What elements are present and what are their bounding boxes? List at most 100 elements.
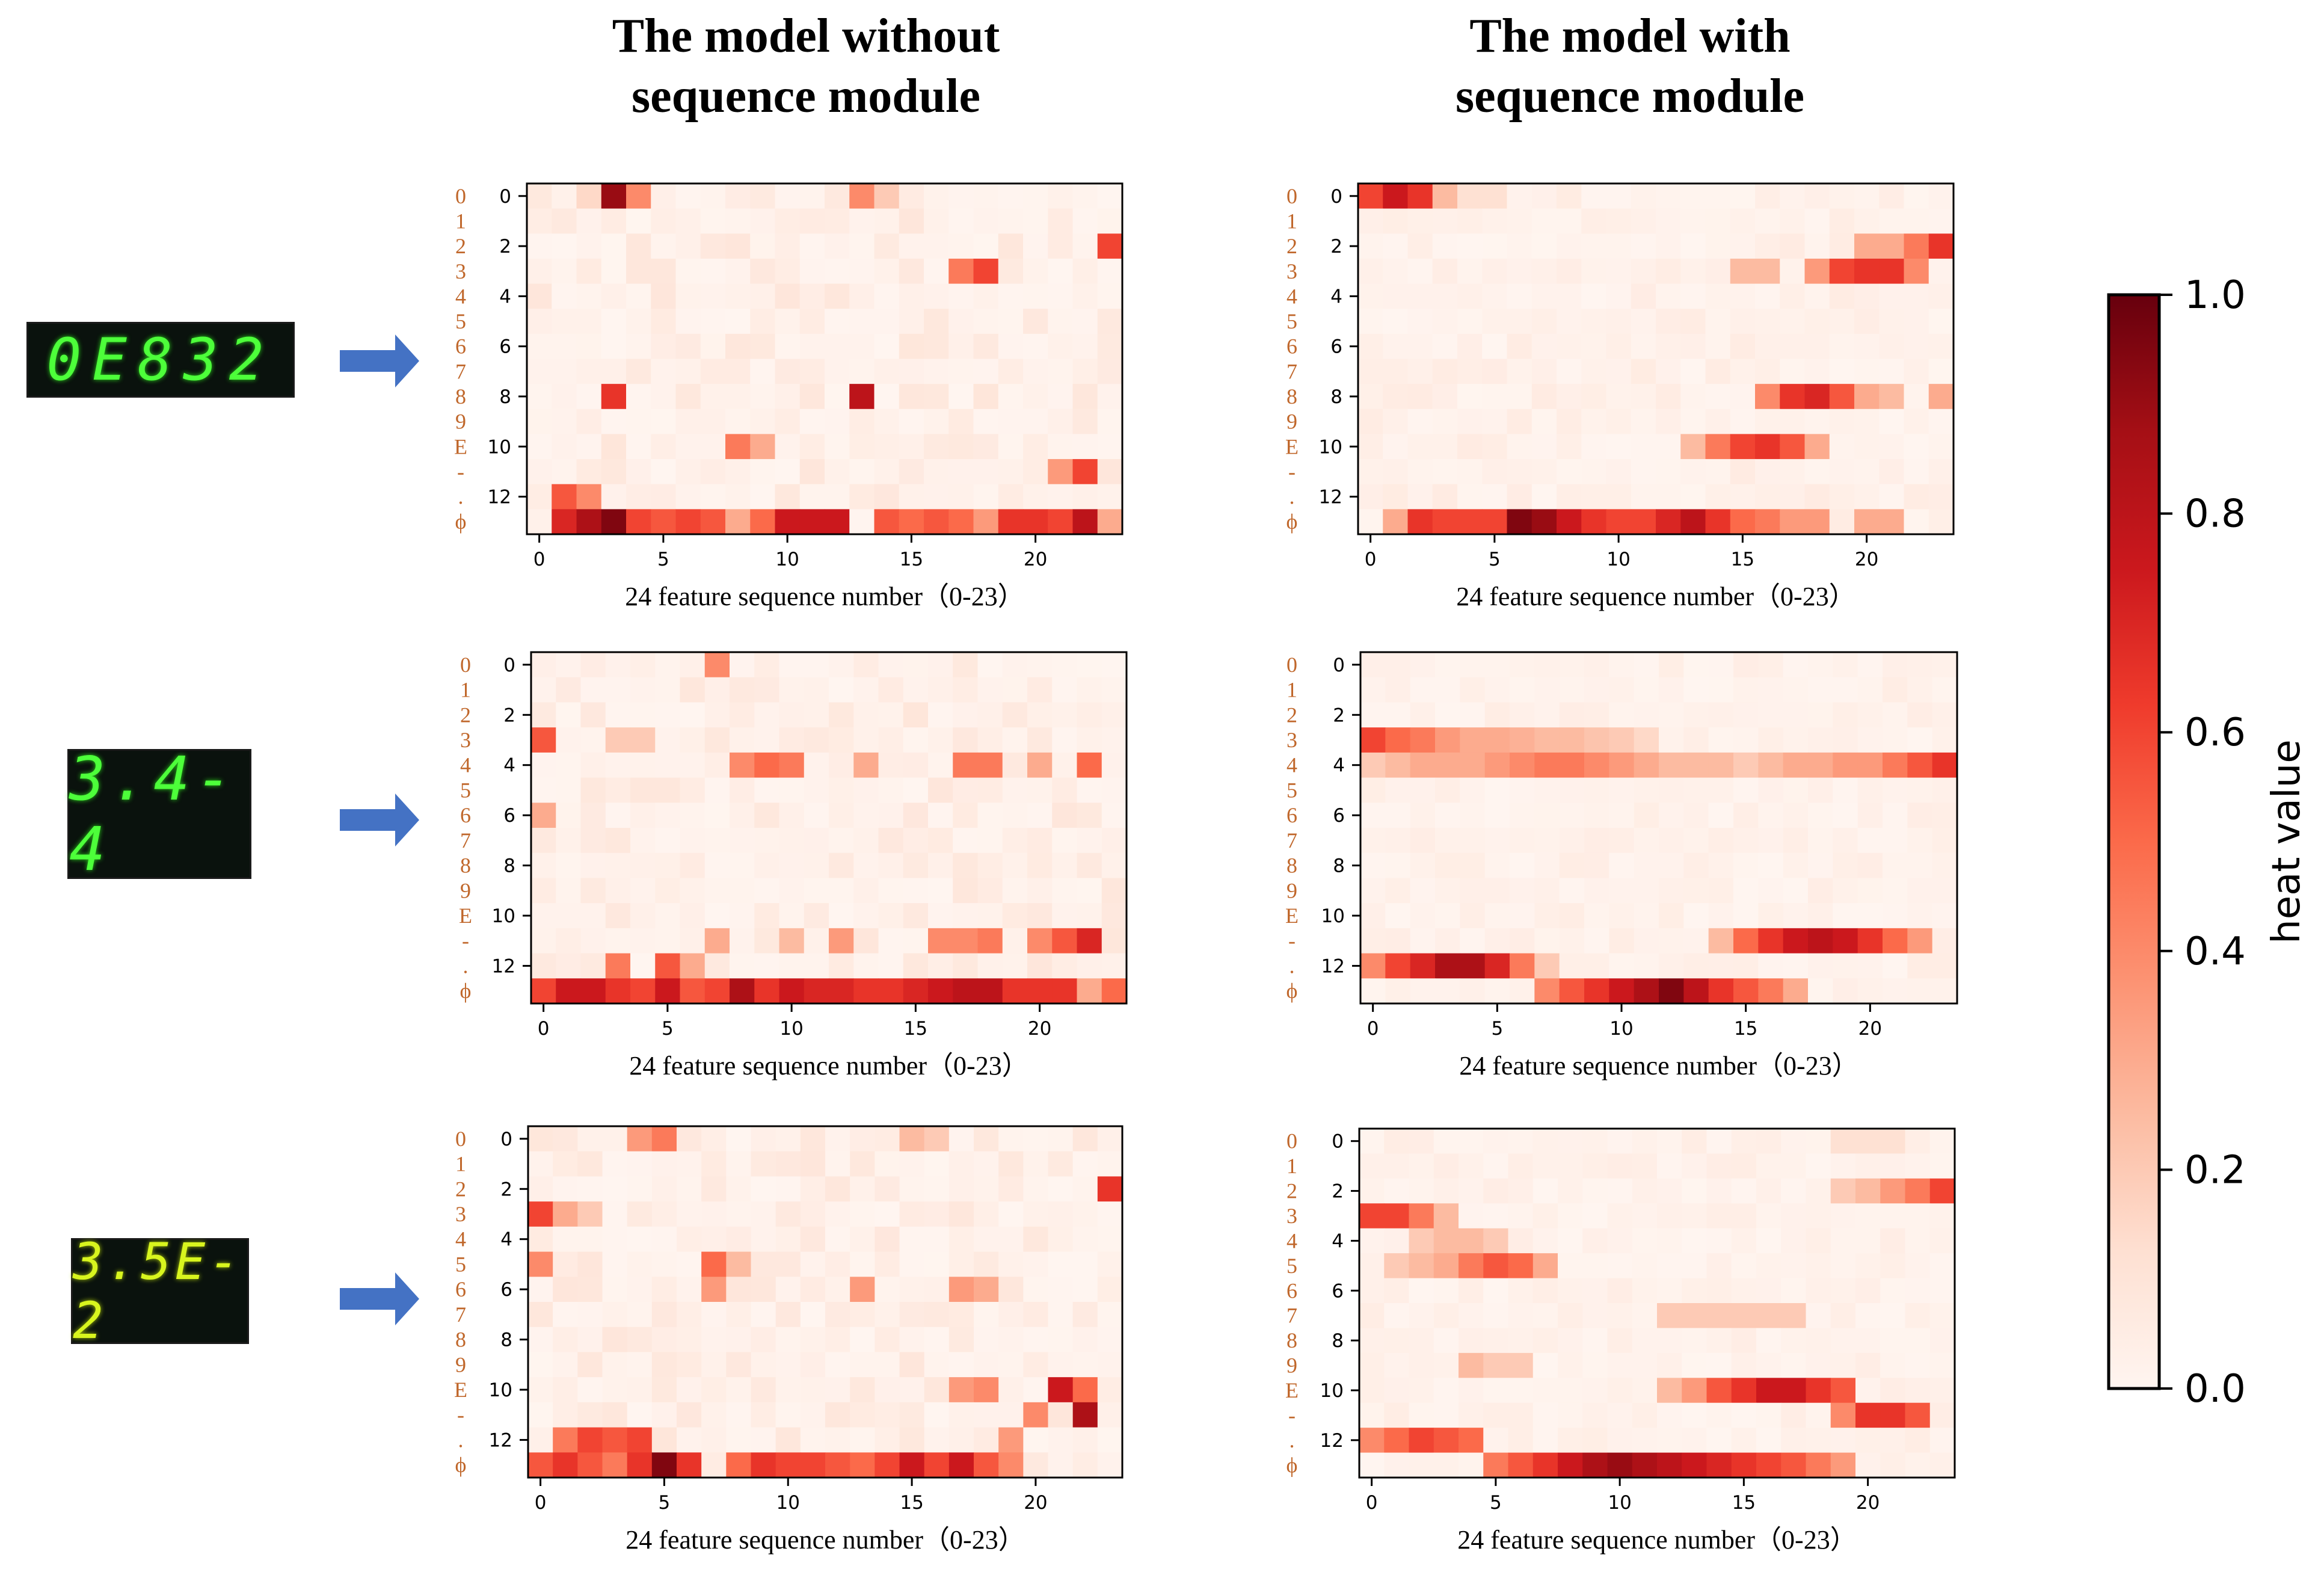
heatmap-cell	[1780, 258, 1806, 285]
heatmap-cell	[1559, 727, 1585, 753]
heatmap-cell	[1928, 258, 1954, 285]
heatmap-cell	[899, 233, 924, 259]
heatmap-cell	[1072, 359, 1098, 384]
heatmap-cell	[1534, 953, 1560, 979]
heatmap-cell	[655, 978, 681, 1004]
heatmap-cell	[948, 359, 974, 384]
heatmap-cell	[730, 702, 755, 728]
heatmap-cell	[580, 852, 606, 879]
heatmap-cell	[726, 1251, 752, 1277]
heatmap-cell	[825, 1327, 850, 1353]
heatmap-cell	[878, 752, 904, 778]
heatmap-cell	[552, 208, 577, 234]
heatmap-cell	[953, 727, 979, 753]
heatmap-cell	[875, 1126, 900, 1152]
heatmap-cell	[531, 953, 556, 979]
heatmap-cell	[580, 803, 606, 828]
heatmap-cell	[850, 1352, 875, 1378]
row-class-label: 3	[455, 259, 466, 283]
heatmap-cell	[1409, 1428, 1434, 1453]
heatmap-cell	[1072, 384, 1098, 410]
heatmap-cell	[580, 953, 606, 979]
heatmap-cell	[750, 333, 776, 360]
heatmap-cell	[1855, 1153, 1881, 1179]
heatmap-cell	[1780, 484, 1806, 510]
heatmap-cell	[630, 828, 656, 854]
heatmap-cell	[779, 852, 805, 879]
heatmap-cell	[1783, 777, 1809, 803]
heatmap-cell	[1659, 878, 1684, 904]
heatmap-cell	[701, 1452, 727, 1478]
heatmap-cell	[1002, 828, 1028, 854]
heatmap-cell	[577, 1251, 603, 1277]
heatmap-cell	[775, 509, 801, 535]
heatmap-cell	[1683, 978, 1709, 1004]
heatmap-cell	[1101, 803, 1127, 828]
heatmap-cell	[998, 1226, 1024, 1253]
heatmap-cell	[1829, 509, 1855, 535]
heatmap-cell	[1484, 677, 1510, 703]
heatmap-cell	[602, 1327, 628, 1353]
heatmap-cell	[1758, 953, 1784, 979]
heatmap-cell	[1023, 434, 1048, 460]
heatmap-cell	[553, 1201, 578, 1227]
heatmap-cell	[1484, 903, 1510, 929]
heatmap-cell	[700, 484, 726, 510]
heatmap-cell	[1384, 1253, 1410, 1279]
heatmap-cell	[1435, 878, 1460, 904]
heatmap-cell	[825, 333, 850, 360]
heatmap-cell	[1508, 1428, 1534, 1453]
heatmap-cell	[1631, 283, 1656, 309]
heatmap-cell	[553, 1176, 578, 1202]
heatmap-cell	[804, 702, 829, 728]
heatmap-cell	[1607, 1452, 1633, 1478]
heatmap-cell	[1706, 1378, 1732, 1404]
heatmap-cell	[1023, 283, 1048, 309]
row-class-label: 5	[460, 778, 471, 802]
heatmap-cell	[1857, 677, 1883, 703]
heatmap-cell	[1806, 1228, 1831, 1254]
heatmap-cell	[531, 978, 556, 1004]
heatmap-cell	[651, 1402, 677, 1428]
heatmap-cell	[1682, 1203, 1708, 1229]
heatmap-cell	[1730, 509, 1756, 535]
row-class-label: ϕ	[455, 1453, 467, 1477]
heatmap-cell	[799, 509, 825, 535]
heatmap-cell	[1756, 1452, 1781, 1478]
heatmap-cell	[602, 1251, 628, 1277]
heatmap-cell	[1683, 803, 1709, 828]
heatmap-cell	[1854, 183, 1880, 209]
heatmap-cell	[1432, 384, 1458, 410]
heatmap-cell	[1407, 208, 1433, 234]
heatmap-cell	[1384, 1228, 1410, 1254]
heatmap-cell	[1855, 1178, 1881, 1204]
row-class-label: .	[463, 954, 469, 978]
heatmap-cell	[853, 903, 879, 929]
heatmap-cell	[1557, 309, 1582, 334]
heatmap-cell	[1383, 434, 1409, 460]
heatmap-cell	[1510, 727, 1535, 753]
heatmap-cell	[1830, 1428, 1856, 1453]
heatmap-cell	[1781, 1278, 1807, 1304]
heatmap-cell	[998, 309, 1024, 334]
x-tick-label: 10	[775, 549, 799, 570]
heatmap-cell	[1002, 752, 1028, 778]
heatmap-cell	[1905, 1129, 1931, 1154]
heatmap-cell	[700, 509, 726, 535]
heatmap-cell	[1706, 1452, 1732, 1478]
heatmap-cell	[701, 1201, 727, 1227]
heatmap-cell	[1730, 258, 1756, 285]
heatmap-cell	[1656, 283, 1681, 309]
heatmap-cell	[750, 434, 776, 460]
heatmap-cell	[1755, 408, 1780, 435]
heatmap-cell	[1706, 1328, 1732, 1354]
heatmap-cell	[680, 702, 706, 728]
heatmap-cell	[998, 484, 1024, 510]
heatmap-cell	[651, 1201, 677, 1227]
heatmap-cell	[1534, 652, 1560, 678]
heatmap-cell	[1904, 233, 1929, 259]
x-axis-label: 24 feature sequence number（0-23）	[625, 582, 1024, 611]
heatmap-cell	[849, 359, 875, 384]
heatmap-cell	[799, 408, 825, 435]
heatmap-cell	[998, 1377, 1024, 1403]
